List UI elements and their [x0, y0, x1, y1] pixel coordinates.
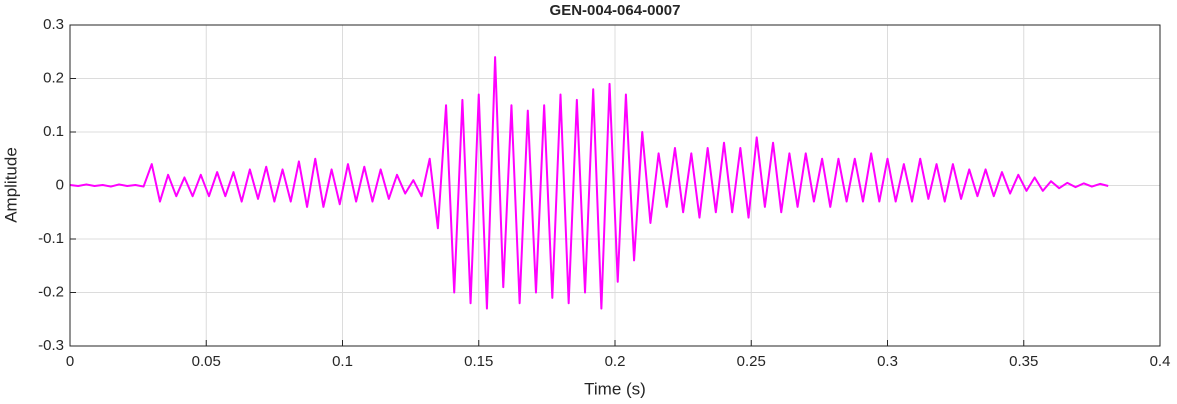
x-tick-label: 0.05: [192, 353, 221, 370]
y-axis-label: Amplitude: [1, 147, 20, 223]
x-tick-label: 0.25: [737, 353, 766, 370]
y-tick-label: -0.2: [38, 283, 64, 300]
x-axis-label: Time (s): [584, 379, 646, 398]
plot-frame: [69, 24, 1161, 347]
y-tick-label: 0: [56, 176, 64, 193]
x-tick-label: 0.35: [1009, 353, 1038, 370]
x-tick-label: 0.4: [1150, 353, 1171, 370]
x-tick-label: 0.3: [877, 353, 898, 370]
signal-line: [69, 56, 1109, 310]
x-tick-label: 0.2: [605, 353, 626, 370]
x-tick-label: 0.15: [464, 353, 493, 370]
y-tick-label: -0.3: [38, 337, 64, 354]
y-tick-label: 0.1: [43, 123, 64, 140]
x-tick-label: 0: [66, 353, 74, 370]
y-tick-label: 0.2: [43, 69, 64, 86]
y-tick-label: 0.3: [43, 16, 64, 33]
x-tick-label: 0.1: [332, 353, 353, 370]
chart-title: GEN-004-064-0007: [550, 2, 681, 19]
y-tick-label: -0.1: [38, 230, 64, 247]
